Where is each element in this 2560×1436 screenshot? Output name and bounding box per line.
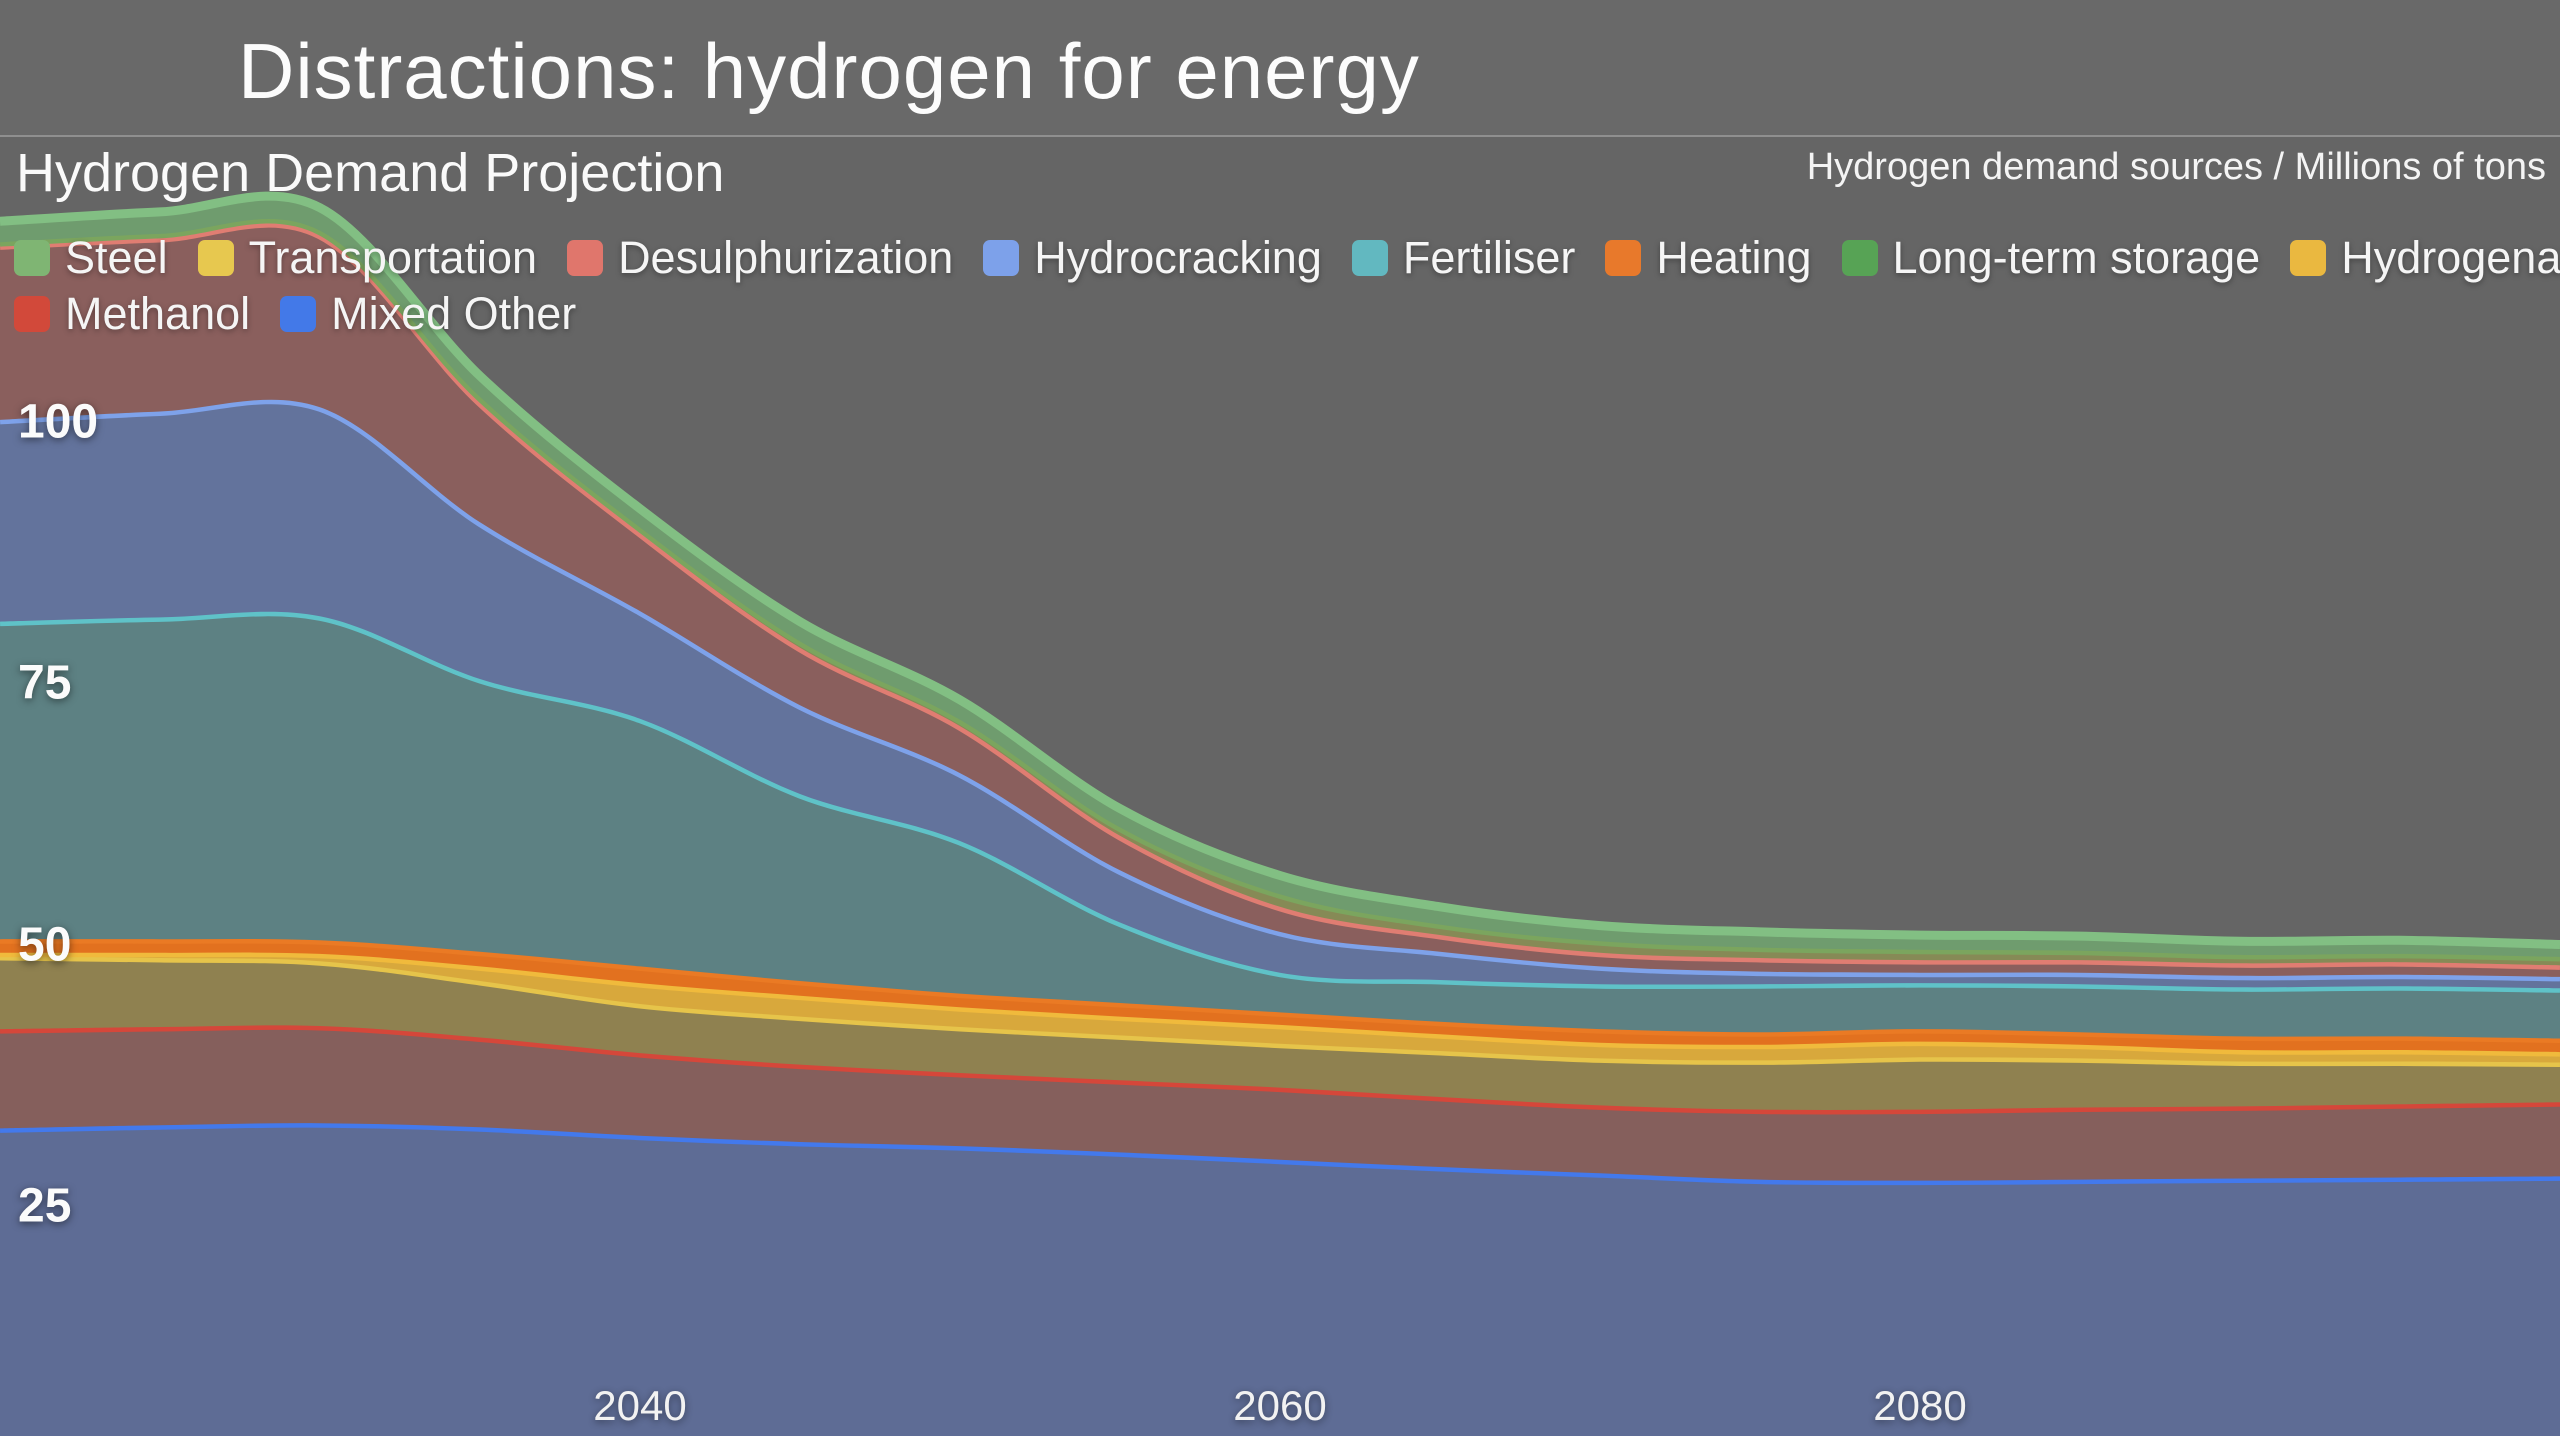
chart-title: Hydrogen Demand Projection bbox=[16, 143, 725, 203]
title-bar: Distractions: hydrogen for energy bbox=[0, 0, 2560, 137]
area-fertiliser bbox=[0, 611, 2560, 1039]
y-tick-label: 25 bbox=[18, 1179, 72, 1233]
legend-item-mixed-other[interactable]: Mixed Other bbox=[280, 288, 576, 340]
line-steel bbox=[0, 191, 2560, 949]
legend-item-fertiliser[interactable]: Fertiliser bbox=[1351, 232, 1576, 284]
legend-item-heating[interactable]: Heating bbox=[1605, 232, 1812, 284]
legend-swatch-icon bbox=[14, 296, 50, 332]
legend-swatch-icon bbox=[14, 240, 50, 276]
legend-row: Methanol Mixed Other bbox=[14, 288, 2554, 340]
x-tick-label: 2040 bbox=[593, 1382, 687, 1429]
legend-row: Steel Transportation Desulphurization Hydro… bbox=[14, 232, 2560, 284]
legend-swatch-icon bbox=[1841, 240, 1878, 276]
legend-swatch-icon bbox=[567, 240, 604, 276]
legend-label: Heating bbox=[1656, 232, 1812, 283]
legend-item-hydrocracking[interactable]: Hydrocracking bbox=[983, 232, 1322, 284]
legend-label: Fertiliser bbox=[1402, 232, 1576, 283]
x-tick-label: 2080 bbox=[1873, 1382, 1967, 1429]
legend-item-transportation[interactable]: Transportation bbox=[197, 232, 538, 284]
unit-note: Hydrogen demand sources / Millions of to… bbox=[1806, 146, 2546, 188]
legend-label: Hydrogenation bbox=[2341, 232, 2560, 283]
legend-label: Desulphurization bbox=[618, 232, 954, 283]
legend-item-hydrogenation[interactable]: Hydrogenation bbox=[2290, 232, 2560, 284]
area-methanol bbox=[0, 1025, 2560, 1181]
legend-swatch-icon bbox=[983, 240, 1020, 276]
area-hydrocracking bbox=[0, 399, 2560, 989]
legend-item-desulphurization[interactable]: Desulphurization bbox=[567, 232, 953, 284]
area-desulphurization bbox=[0, 223, 2560, 977]
page-title: Distractions: hydrogen for energy bbox=[238, 27, 1420, 115]
area-transportation bbox=[0, 956, 2560, 1110]
y-tick-label: 75 bbox=[18, 656, 72, 710]
legend-swatch-icon bbox=[1605, 240, 1642, 276]
area-mixed-other bbox=[0, 1123, 2560, 1436]
x-tick-label: 2060 bbox=[1233, 1382, 1327, 1429]
legend-swatch-icon bbox=[197, 240, 234, 276]
y-tick-label: 100 bbox=[18, 395, 99, 449]
legend-swatch-icon bbox=[2290, 240, 2327, 276]
legend-item-long-term-storage[interactable]: Long-term storage bbox=[1841, 232, 2261, 284]
legend-label: Methanol bbox=[65, 288, 251, 339]
legend-swatch-icon bbox=[1351, 240, 1388, 276]
legend-item-steel[interactable]: Steel bbox=[14, 232, 168, 284]
legend-label: Steel bbox=[65, 232, 168, 283]
legend-label: Mixed Other bbox=[331, 288, 577, 339]
legend-item-methanol[interactable]: Methanol bbox=[14, 288, 250, 340]
legend-swatch-icon bbox=[280, 296, 317, 332]
legend-label: Transportation bbox=[248, 232, 538, 283]
y-tick-label: 50 bbox=[18, 917, 72, 971]
legend-label: Long-term storage bbox=[1892, 232, 2261, 283]
legend-label: Hydrocracking bbox=[1034, 232, 1322, 283]
chart-legend: Steel Transportation Desulphurization Hydro… bbox=[14, 232, 2560, 340]
